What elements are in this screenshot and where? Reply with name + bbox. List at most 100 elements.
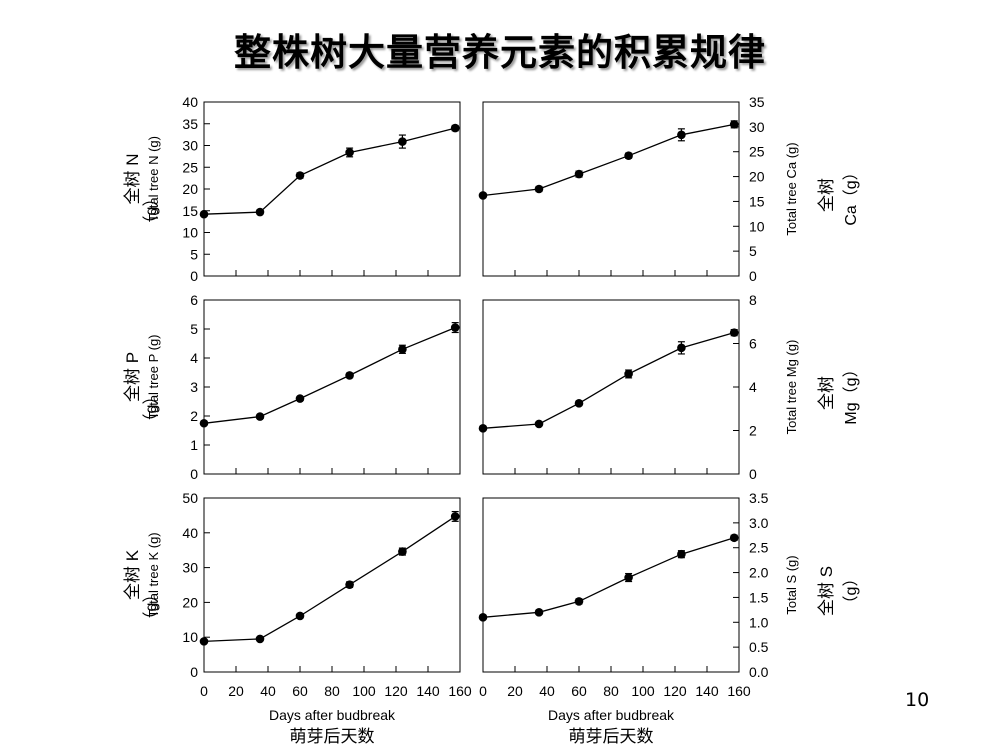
x-tick-label: 160: [448, 683, 472, 699]
y-tick-label: 6: [190, 292, 198, 308]
y-tick-label: 6: [749, 336, 757, 352]
data-point: [478, 191, 488, 200]
series-line: [203, 326, 456, 424]
y-tick-label: 20: [182, 181, 198, 197]
data-point: [624, 573, 633, 582]
plot-frame: [203, 497, 461, 673]
data-point: [199, 637, 209, 646]
y-tick-label: 35: [749, 94, 765, 110]
y-axis-label-unit: Ca（g）: [842, 164, 860, 225]
y-tick-label: 8: [749, 292, 757, 308]
y-axis-label-en: Total tree P (g): [146, 334, 161, 419]
x-axis-label-en: Days after budbreak: [269, 707, 396, 723]
x-axis-label-en: Days after budbreak: [548, 707, 675, 723]
series-line: [482, 537, 735, 618]
y-axis-label-unit: （g）: [142, 587, 160, 628]
panel-ca: 0 5 10 15 20 25 30 35 Total tree Ca (g) 全树 Ca（g）: [478, 94, 860, 284]
y-tick-label: 3.5: [749, 490, 769, 506]
y-tick-label: 3.0: [749, 515, 769, 531]
series-line: [482, 123, 735, 197]
y-tick-label: 15: [182, 203, 198, 219]
panel-mg: 0 2 4 6 8 Total tree Mg (g) 全树 Mg（g）: [478, 292, 860, 482]
y-tick-label: 0: [190, 664, 198, 680]
y-tick-label: 5: [190, 321, 198, 337]
y-tick-label: 3: [190, 379, 198, 395]
y-tick-label: 2: [749, 423, 757, 439]
data-point: [450, 512, 460, 521]
y-tick-label: 50: [182, 490, 198, 506]
data-point: [255, 634, 265, 644]
y-tick-label: 5: [749, 243, 757, 259]
data-point: [255, 207, 265, 217]
series-line: [203, 127, 456, 215]
data-point: [478, 424, 488, 433]
y-tick-label: 40: [182, 525, 198, 541]
y-axis-label-unit: Mg（g）: [842, 361, 860, 424]
y-tick-label: 30: [182, 138, 198, 154]
y-tick-label: 1.5: [749, 589, 769, 605]
data-point: [574, 399, 584, 408]
data-point: [574, 169, 584, 179]
y-axis-label-en: Total tree K (g): [146, 532, 161, 617]
y-tick-label: 15: [749, 193, 765, 209]
panel-n: 0 5 10 15 20 25 30 35 40 Total tree N (g) 全树 N（g）: [123, 94, 461, 284]
panel-p: 0 1 2 3 4 5 6 Total tree P (g) 全树 P（g）: [123, 292, 461, 482]
x-tick-label: 100: [631, 683, 655, 699]
data-point: [478, 613, 488, 622]
y-tick-label: 30: [749, 119, 765, 135]
y-axis-label-en: Total S (g): [784, 555, 799, 614]
y-axis-label-zh: 全树 K: [123, 549, 142, 600]
x-tick-label: 160: [727, 683, 751, 699]
x-tick-label: 140: [695, 683, 719, 699]
y-axis-label-en: Total tree Mg (g): [784, 340, 799, 435]
panel-k: 0 10 20 30 40 50 Total tree K (g) 全树 K（g）: [123, 490, 461, 680]
data-point: [677, 343, 686, 353]
data-point: [534, 419, 544, 429]
y-axis-label-en: Total tree Ca (g): [784, 142, 799, 235]
data-point: [295, 394, 305, 403]
y-axis-label-unit: （g）: [842, 571, 860, 612]
data-point: [677, 549, 686, 559]
x-tick-label: 20: [507, 683, 523, 699]
x-tick-label: 20: [228, 683, 244, 699]
y-tick-label: 2.5: [749, 540, 769, 556]
data-point: [255, 412, 265, 421]
y-axis-label-zh: 全树 N: [123, 154, 142, 205]
y-tick-label: 1.0: [749, 614, 769, 630]
y-tick-label: 2.0: [749, 565, 769, 581]
data-point: [398, 345, 407, 354]
x-tick-label: 40: [539, 683, 555, 699]
y-tick-label: 10: [749, 218, 765, 234]
series-line: [482, 331, 735, 429]
y-tick-label: 10: [182, 225, 198, 241]
data-point: [295, 171, 305, 180]
y-tick-label: 10: [182, 629, 198, 645]
data-point: [398, 547, 407, 556]
x-axis-label-zh: 萌芽后天数: [290, 727, 375, 746]
page-number: 10: [905, 689, 930, 711]
y-tick-label: 0: [749, 268, 757, 284]
y-axis-label-zh: 全树 S: [817, 566, 836, 616]
x-tick-label: 0: [479, 683, 487, 699]
y-axis-label-unit: （g）: [142, 191, 160, 232]
y-axis-label-unit: （g）: [142, 389, 160, 430]
data-point: [729, 533, 739, 543]
data-point: [534, 184, 544, 194]
x-tick-label: 60: [292, 683, 308, 699]
y-axis-label-zh: 全树: [817, 178, 836, 212]
x-tick-label: 60: [571, 683, 587, 699]
series-line: [203, 515, 456, 643]
x-tick-label: 120: [663, 683, 687, 699]
x-tick-label: 80: [324, 683, 340, 699]
data-point: [624, 151, 633, 160]
plot-frame: [482, 497, 740, 673]
x-tick-label: 40: [260, 683, 276, 699]
data-point: [199, 418, 209, 428]
y-tick-label: 30: [182, 560, 198, 576]
x-tick-label: 80: [603, 683, 619, 699]
data-point: [345, 148, 354, 157]
y-tick-label: 4: [749, 379, 757, 395]
y-tick-label: 5: [190, 246, 198, 262]
x-tick-label: 140: [416, 683, 440, 699]
